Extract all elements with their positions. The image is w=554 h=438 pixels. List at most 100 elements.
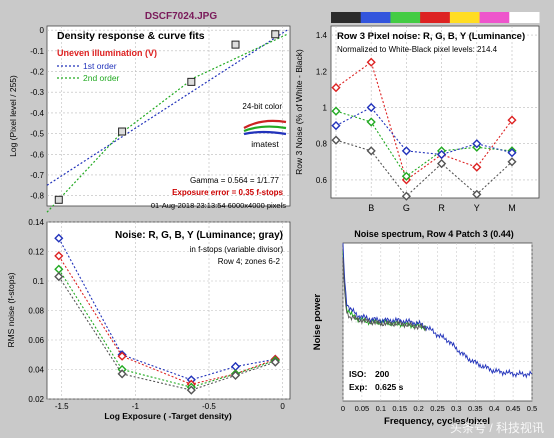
spectrum-x-tick-label: 0.3 <box>451 404 461 413</box>
row3-point-blue <box>472 139 482 149</box>
spectrum-x-tick-label: 0 <box>341 404 345 413</box>
spectrum-x-tick-label: 0.4 <box>489 404 499 413</box>
noise-series-line-gray <box>58 276 276 391</box>
density-data-point <box>271 30 280 39</box>
density-y-tick-label: -0.7 <box>30 171 44 180</box>
noise-y-tick-label: 0.04 <box>28 366 44 375</box>
row3-point-blue <box>331 121 341 131</box>
spectrum-x-tick-label: 0.5 <box>527 404 537 413</box>
row3-point-green <box>401 171 411 181</box>
noise-point-gray <box>186 385 196 395</box>
density-data-point <box>54 195 63 204</box>
noise-y-tick-label: 0.02 <box>28 395 44 404</box>
spectrum-xlabel: Frequency, cycles/pixel <box>384 416 490 427</box>
row3-y-tick-label: 1.2 <box>316 67 328 76</box>
noise-x-tick-label: -1 <box>132 402 140 411</box>
spectrum-x-tick-label: 0.1 <box>376 404 386 413</box>
noise-row-text: Row 4; zones 6-2 <box>218 257 281 266</box>
noise-grid: -1.5 -1 -0.5 0 0.02 0.04 0.06 0.08 0.1 0.12 0.14 <box>28 218 290 411</box>
noise-point-blue <box>54 233 64 243</box>
spectrum-series-line-gray <box>342 258 427 332</box>
iso-value: 200 <box>375 369 389 379</box>
color-patch <box>420 12 451 23</box>
density-y-tick-label: -0.5 <box>30 130 44 139</box>
density-warning: Uneven illumination (V) <box>57 48 157 58</box>
row3-point-red <box>472 162 482 172</box>
density-y-tick-label: -0.4 <box>30 109 44 118</box>
row3-category-label: R <box>438 203 445 213</box>
imatest-logo: imatest <box>243 119 287 149</box>
spectrum-x-tick-label: 0.45 <box>506 404 521 413</box>
row3-point-blue <box>507 148 517 158</box>
noise-y-tick-label: 0.12 <box>28 248 44 257</box>
exp-label: Exp: <box>349 382 368 392</box>
density-y-tick-label: -0.6 <box>30 150 44 159</box>
row3-panel: 0.6 0.8 1 1.2 1.4 B G R Y M Row 3 Pixel noise: R,… <box>294 12 540 213</box>
density-y-tick-label: 0 <box>40 26 45 35</box>
legend-1st-order: 1st order <box>83 61 117 71</box>
row3-point-gray <box>507 157 517 167</box>
color-patch <box>331 12 362 23</box>
density-title: Density response & curve fits <box>57 30 205 42</box>
exp-value: 0.625 s <box>375 382 404 392</box>
color-patch-strip <box>331 12 540 23</box>
spectrum-ylabel: Noise power <box>312 293 323 350</box>
spectrum-series-line-blue <box>342 243 533 379</box>
row3-point-gray <box>331 135 341 145</box>
color-patch <box>360 12 391 23</box>
row3-series-line-blue <box>335 106 513 156</box>
logo-text: imatest <box>251 139 279 149</box>
spectrum-title: Noise spectrum, Row 4 Patch 3 (0.44) <box>354 229 514 239</box>
noise-series-line-blue <box>58 237 276 381</box>
row3-point-green <box>366 117 376 127</box>
row3-category-label: Y <box>474 203 480 213</box>
spectrum-panel: Noise spectrum, Row 4 Patch 3 (0.44) 0 0.… <box>312 229 537 427</box>
density-panel: -0.8 -0.7 -0.6 -0.5 -0.4 -0.3 -0.2 -0.1 0 Densit… <box>8 25 291 213</box>
watermark: 头条号 / 科技视讯 <box>450 420 544 435</box>
density-y-tick-label: -0.8 <box>30 192 44 201</box>
density-plot-area <box>46 25 291 207</box>
spectrum-x-tick-label: 0.35 <box>468 404 483 413</box>
spectrum-x-tick-label: 0.15 <box>392 404 407 413</box>
timestamp-text: 01-Aug-2018 23:13:54 6000x4000 pixels <box>151 201 286 210</box>
row3-title: Row 3 Pixel noise: R, G, B, Y (Luminance… <box>337 31 525 42</box>
spectrum-x-tick-label: 0.05 <box>355 404 370 413</box>
noise-marks <box>54 233 280 395</box>
density-y-tick-label: -0.3 <box>30 88 44 97</box>
density-grid: -0.8 -0.7 -0.6 -0.5 -0.4 -0.3 -0.2 -0.1 0 <box>30 26 290 206</box>
noise-subtitle: in f-stops (variable divisor) <box>190 245 284 254</box>
noise-x-tick-label: 0 <box>280 402 285 411</box>
row3-point-red <box>331 83 341 93</box>
density-y-tick-label: -0.2 <box>30 68 44 77</box>
row3-y-tick-label: 0.8 <box>316 140 328 149</box>
row3-ylabel: Row 3 Noise (% of White - Black) <box>294 49 304 175</box>
density-ylabel: Log (Pixel level / 255) <box>8 75 18 157</box>
row3-point-blue <box>437 149 447 160</box>
row3-grid: 0.6 0.8 1 1.2 1.4 B G R Y M <box>316 26 539 213</box>
density-data-point <box>187 77 196 86</box>
row3-point-gray <box>401 191 411 201</box>
row3-marks <box>331 57 517 201</box>
density-marks <box>46 29 288 213</box>
noise-y-tick-label: 0.08 <box>28 307 44 316</box>
color-patch <box>509 12 540 23</box>
row3-point-red <box>507 115 517 125</box>
row3-point-gray <box>472 189 482 199</box>
row3-point-blue <box>401 146 411 156</box>
spectrum-x-tick-label: 0.25 <box>430 404 445 413</box>
noise-title: Noise: R, G, B, Y (Luminance; gray) <box>115 230 283 241</box>
noise-y-tick-label: 0.1 <box>33 277 45 286</box>
noise-ylabel: RMS noise (f-stops) <box>6 272 16 347</box>
noise-point-gray <box>230 370 241 380</box>
noise-y-tick-label: 0.06 <box>28 336 44 345</box>
gamma-text: Gamma = 0.564 = 1/1.77 <box>190 176 279 185</box>
row3-point-blue <box>366 102 376 113</box>
row3-y-tick-label: 1 <box>323 103 328 112</box>
noise-xlabel: Log Exposure ( -Target density) <box>104 411 232 421</box>
density-data-point <box>118 127 127 136</box>
file-title: DSCF7024.JPG <box>145 11 217 22</box>
noise-point-red <box>54 251 64 261</box>
color-patch <box>390 12 421 23</box>
legend-2nd-order: 2nd order <box>83 73 120 83</box>
